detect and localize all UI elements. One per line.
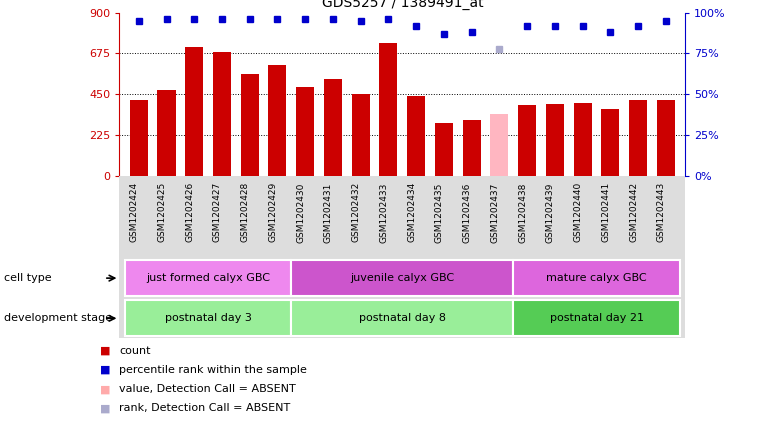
Bar: [324, 79, 342, 176]
Text: GSM1202429: GSM1202429: [269, 182, 277, 242]
Bar: [213, 52, 231, 176]
Bar: [291, 300, 514, 336]
Bar: [125, 260, 291, 296]
Text: GSM1202440: GSM1202440: [574, 182, 583, 242]
Text: GSM1202439: GSM1202439: [546, 182, 555, 242]
Text: ■: ■: [100, 365, 111, 375]
Text: GSM1202441: GSM1202441: [601, 182, 611, 242]
Text: GSM1202427: GSM1202427: [213, 182, 222, 242]
Text: GSM1202424: GSM1202424: [130, 182, 139, 242]
Text: GSM1202432: GSM1202432: [352, 182, 360, 242]
Text: mature calyx GBC: mature calyx GBC: [546, 273, 647, 283]
Text: GSM1202428: GSM1202428: [241, 182, 249, 242]
Text: ■: ■: [100, 346, 111, 356]
Bar: [186, 47, 203, 176]
Bar: [158, 91, 176, 176]
Text: GSM1202433: GSM1202433: [380, 182, 388, 242]
Bar: [514, 260, 680, 296]
Text: postnatal day 21: postnatal day 21: [550, 313, 644, 323]
Bar: [657, 100, 675, 176]
Text: GSM1202430: GSM1202430: [296, 182, 305, 242]
Bar: [130, 99, 148, 176]
Text: rank, Detection Call = ABSENT: rank, Detection Call = ABSENT: [119, 403, 290, 413]
Bar: [125, 300, 291, 336]
Text: development stage: development stage: [4, 313, 112, 323]
Text: value, Detection Call = ABSENT: value, Detection Call = ABSENT: [119, 384, 296, 394]
Text: GSM1202438: GSM1202438: [518, 182, 527, 242]
Text: GSM1202443: GSM1202443: [657, 182, 666, 242]
Bar: [601, 110, 619, 176]
Bar: [546, 104, 564, 176]
Bar: [296, 87, 314, 176]
Bar: [352, 94, 370, 176]
Bar: [291, 260, 514, 296]
Title: GDS5257 / 1389491_at: GDS5257 / 1389491_at: [322, 0, 483, 10]
Bar: [463, 121, 480, 176]
Bar: [490, 114, 508, 176]
Text: just formed calyx GBC: just formed calyx GBC: [146, 273, 270, 283]
Text: GSM1202435: GSM1202435: [435, 182, 444, 242]
Text: postnatal day 8: postnatal day 8: [359, 313, 446, 323]
Bar: [574, 103, 591, 176]
Text: GSM1202431: GSM1202431: [324, 182, 333, 242]
Text: percentile rank within the sample: percentile rank within the sample: [119, 365, 307, 375]
Bar: [269, 65, 286, 176]
Bar: [380, 44, 397, 176]
Text: postnatal day 3: postnatal day 3: [165, 313, 252, 323]
Text: cell type: cell type: [4, 273, 52, 283]
Bar: [518, 105, 536, 176]
Bar: [241, 74, 259, 176]
Text: GSM1202426: GSM1202426: [186, 182, 194, 242]
Text: count: count: [119, 346, 151, 356]
Text: juvenile calyx GBC: juvenile calyx GBC: [350, 273, 454, 283]
Text: ■: ■: [100, 403, 111, 413]
Text: GSM1202442: GSM1202442: [629, 182, 638, 242]
Bar: [514, 300, 680, 336]
Text: GSM1202425: GSM1202425: [158, 182, 166, 242]
Bar: [435, 123, 453, 176]
Text: GSM1202434: GSM1202434: [407, 182, 417, 242]
Text: GSM1202437: GSM1202437: [490, 182, 500, 242]
Text: ■: ■: [100, 384, 111, 394]
Bar: [407, 96, 425, 176]
Bar: [629, 99, 647, 176]
Text: GSM1202436: GSM1202436: [463, 182, 472, 242]
